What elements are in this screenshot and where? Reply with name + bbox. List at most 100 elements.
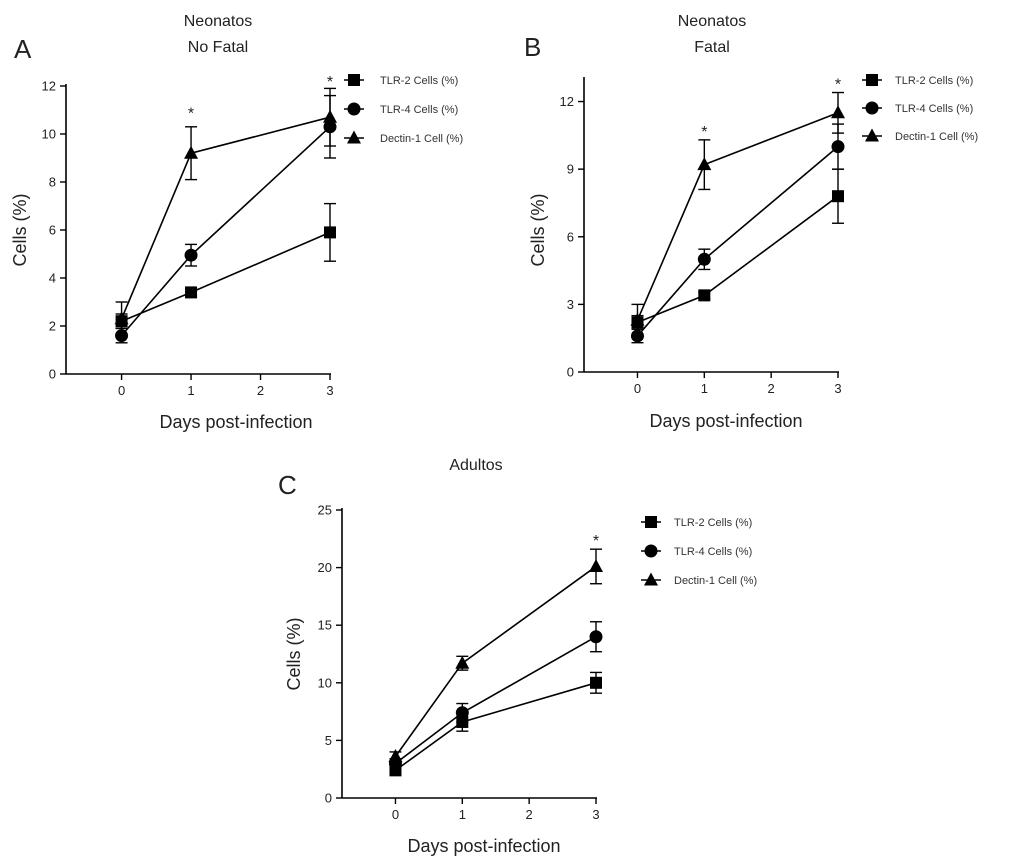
y-axis-title: Cells (%) — [10, 193, 30, 266]
data-point — [455, 706, 469, 720]
panel-c: C Adultos Days post-infection Cells (%) … — [278, 457, 757, 856]
series-line — [394, 565, 597, 757]
y-tick-label: 12 — [560, 94, 574, 109]
data-point — [184, 248, 198, 262]
panel-a: A Neonatos No Fatal Days post-infection … — [10, 13, 463, 432]
significance-mark: * — [593, 533, 599, 550]
y-tick-label: 4 — [49, 271, 56, 286]
legend-label-tlr2: TLR-2 Cells (%) — [895, 75, 973, 87]
legend-marker — [866, 74, 878, 86]
x-tick-label: 2 — [257, 383, 264, 398]
legend: TLR-2 Cells (%) TLR-4 Cells (%) Dectin-1… — [344, 74, 463, 145]
panel-letter: A — [14, 34, 32, 64]
panel-letter: B — [524, 32, 541, 62]
y-tick-label: 25 — [318, 503, 332, 518]
data-point — [831, 105, 845, 119]
series-line — [636, 112, 839, 321]
legend: TLR-2 Cells (%) TLR-4 Cells (%) Dectin-1… — [641, 516, 757, 587]
panel-title-line-2: Fatal — [694, 39, 730, 56]
y-tick-label: 6 — [49, 223, 56, 238]
legend-label-dectin1: Dectin-1 Cell (%) — [895, 131, 978, 143]
data-point — [697, 252, 711, 266]
legend-marker — [347, 102, 361, 116]
data-point — [388, 749, 403, 763]
legend-marker — [644, 572, 658, 586]
y-tick-label: 10 — [42, 127, 56, 142]
data-point — [697, 157, 712, 171]
y-tick-label: 10 — [318, 675, 332, 690]
y-tick-label: 3 — [567, 297, 574, 312]
panel-title-line-2: No Fatal — [188, 39, 248, 56]
x-tick-label: 1 — [459, 807, 466, 822]
legend-marker — [347, 130, 361, 144]
data-point — [630, 312, 645, 326]
legend-marker — [348, 74, 360, 86]
x-axis-title: Days post-infection — [159, 412, 312, 432]
plot-area: 0 5 10 15 20 25 0 1 2 3 * — [318, 503, 603, 822]
y-tick-label: 2 — [49, 319, 56, 334]
panel-title-line-1: Neonatos — [184, 13, 253, 30]
significance-mark: * — [835, 77, 841, 94]
y-tick-label: 20 — [318, 560, 332, 575]
x-tick-label: 3 — [834, 381, 841, 396]
legend-label-tlr2: TLR-2 Cells (%) — [380, 75, 458, 87]
legend-label-tlr4: TLR-4 Cells (%) — [674, 546, 752, 558]
legend: TLR-2 Cells (%) TLR-4 Cells (%) Dectin-1… — [862, 74, 978, 143]
series-line — [636, 146, 839, 337]
series-line — [637, 195, 839, 324]
x-tick-label: 0 — [634, 381, 641, 396]
y-tick-label: 9 — [567, 162, 574, 177]
data-point — [590, 676, 602, 689]
y-axis-title: Cells (%) — [284, 617, 304, 690]
data-point — [114, 311, 129, 325]
legend-marker — [644, 544, 658, 558]
data-point — [185, 286, 198, 299]
legend-marker — [645, 516, 657, 528]
y-tick-label: 6 — [567, 229, 574, 244]
legend-label-tlr2: TLR-2 Cells (%) — [674, 517, 752, 529]
panel-title-line-1: Neonatos — [678, 13, 747, 30]
legend-label-dectin1: Dectin-1 Cell (%) — [674, 575, 757, 587]
data-point — [323, 109, 337, 123]
significance-mark: * — [701, 124, 707, 141]
y-axis-title: Cells (%) — [528, 193, 548, 266]
data-point — [324, 226, 336, 239]
x-tick-label: 1 — [701, 381, 708, 396]
y-tick-label: 12 — [42, 79, 56, 94]
y-tick-label: 0 — [325, 791, 332, 806]
x-tick-label: 3 — [592, 807, 599, 822]
y-tick-label: 8 — [49, 175, 56, 190]
y-tick-label: 0 — [567, 365, 574, 380]
x-tick-label: 3 — [326, 383, 333, 398]
legend-marker — [865, 101, 879, 115]
x-axis-title: Days post-infection — [407, 836, 560, 856]
x-tick-label: 0 — [392, 807, 399, 822]
panel-b: B Neonatos Fatal Days post-infection Cel… — [524, 13, 978, 431]
legend-marker — [865, 128, 879, 142]
panel-title-line-1: Adultos — [449, 457, 502, 474]
data-point — [832, 190, 844, 203]
data-point — [831, 140, 845, 154]
y-tick-label: 5 — [325, 733, 332, 748]
panel-letter: C — [278, 470, 297, 500]
x-tick-label: 2 — [768, 381, 775, 396]
series-line — [120, 116, 331, 320]
data-point — [589, 558, 603, 572]
series-line — [395, 682, 597, 772]
x-axis-title: Days post-infection — [649, 411, 802, 431]
significance-mark: * — [188, 105, 194, 122]
x-tick-label: 2 — [526, 807, 533, 822]
y-tick-label: 0 — [49, 367, 56, 382]
legend-label-tlr4: TLR-4 Cells (%) — [380, 104, 458, 116]
data-point — [698, 289, 711, 302]
x-tick-label: 0 — [118, 383, 125, 398]
series-line — [120, 126, 331, 337]
legend-label-dectin1: Dectin-1 Cell (%) — [380, 133, 463, 145]
data-point — [589, 630, 603, 644]
data-point — [455, 655, 470, 669]
significance-mark: * — [327, 74, 333, 91]
data-point — [184, 145, 199, 159]
